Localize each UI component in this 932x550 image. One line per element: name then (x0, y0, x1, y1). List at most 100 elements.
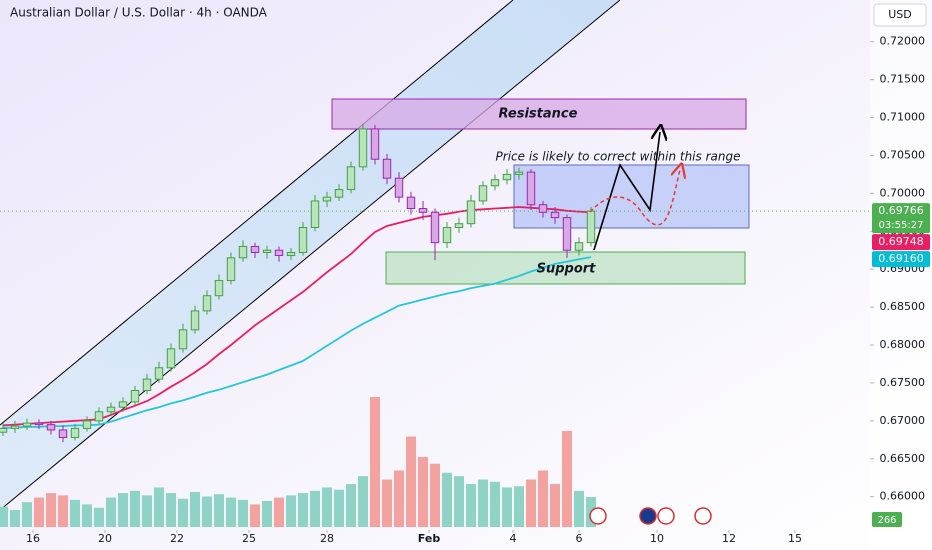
price-axis-area (870, 0, 932, 550)
candle-body (442, 226, 452, 244)
y-tick-label: 0.72000 (880, 35, 926, 48)
y-tick-label: 0.68500 (880, 300, 926, 313)
volume-bar (141, 495, 153, 527)
volume-bar (105, 497, 117, 527)
x-tick-label: 28 (320, 532, 334, 545)
volume-bar (165, 493, 177, 527)
drawings-front: Resistance Support Price is likely to co… (496, 107, 741, 525)
volume-tag (872, 512, 902, 527)
volume-bar (393, 470, 405, 527)
volume-bar (429, 463, 441, 527)
candle-body (514, 171, 524, 175)
event-flag (657, 507, 675, 525)
candle-body (142, 378, 152, 392)
volume-bar (561, 430, 573, 527)
volume-bar (357, 476, 369, 527)
volume-bar (117, 493, 129, 527)
x-tick-label: 15 (788, 532, 802, 545)
candle-body (382, 158, 392, 179)
candle-body (334, 189, 344, 198)
currency-label[interactable]: USD (888, 8, 912, 21)
currency-button[interactable] (873, 3, 927, 27)
candle-body (454, 223, 464, 228)
candle-body (286, 252, 296, 257)
volume-bar (9, 510, 21, 527)
candle-body (478, 185, 488, 202)
event-flag (694, 507, 712, 525)
volume-bar (69, 499, 81, 527)
range-note: Price is likely to correct within this r… (496, 150, 741, 164)
y-tick-label: 0.66000 (880, 490, 926, 503)
candle-body (466, 200, 476, 225)
x-tick-label: 6 (576, 532, 583, 545)
x-tick-label: Feb (418, 532, 441, 545)
axes: 0.720000.715000.710000.705000.700000.695… (26, 35, 930, 545)
event-flags (589, 507, 712, 525)
volume-bar (213, 494, 225, 527)
x-tick-label: 25 (242, 532, 256, 545)
x-tick-label: 20 (98, 532, 112, 545)
candle-body (322, 196, 332, 202)
correction-range (513, 164, 750, 229)
candle-body (346, 166, 356, 191)
y-tick-label: 0.70500 (880, 148, 926, 161)
volume-bar (345, 484, 357, 527)
candle-body (226, 257, 236, 282)
volume-bar (513, 486, 525, 527)
price-tag (872, 203, 930, 234)
channel-lower-line (0, 0, 621, 511)
volume-bar (369, 397, 381, 527)
volume-bar (45, 493, 57, 527)
y-tick-label: 0.70000 (880, 186, 926, 199)
volume-bar (189, 491, 201, 527)
volume-bar (0, 506, 9, 527)
candle-body (70, 427, 80, 439)
resistance-label: Resistance (499, 107, 578, 122)
candle-body (94, 411, 104, 422)
candle-body (22, 422, 32, 427)
volume-bar (525, 479, 537, 527)
volume-bar (477, 479, 489, 527)
candle-body (82, 420, 92, 429)
drawings-back (0, 0, 750, 511)
volume-bar (501, 487, 513, 527)
candle-body (130, 390, 140, 403)
event-flag (639, 507, 657, 525)
candle-body (202, 295, 212, 312)
candle-body (370, 128, 380, 160)
volume-bar (537, 470, 549, 527)
candle-body (562, 217, 572, 251)
volume-bar (381, 479, 393, 527)
candle-body (550, 211, 560, 219)
y-tick-label: 0.67500 (880, 376, 926, 389)
x-tick-label: 4 (510, 532, 517, 545)
volume-bar (549, 484, 561, 527)
channel-upper-line (0, 0, 514, 426)
y-tick-label: 0.67000 (880, 414, 926, 427)
candle-body (430, 211, 440, 244)
candle-body (166, 348, 176, 369)
volume-bar (237, 499, 249, 527)
price-tag (872, 234, 930, 251)
candle-body (106, 406, 116, 413)
candle-body (238, 245, 248, 259)
candle-body (538, 204, 548, 213)
volume-tag-label: 266 (877, 515, 896, 526)
x-tick-label: 12 (722, 532, 736, 545)
volume-bar (249, 504, 261, 527)
volume-bar (177, 498, 189, 527)
chart-title: Australian Dollar / U.S. Dollar · 4h · O… (10, 6, 268, 20)
volume-bar (453, 476, 465, 527)
y-tick-label: 0.66500 (880, 452, 926, 465)
price-tag-label: 0.69160 (878, 252, 924, 265)
candle-body (394, 177, 404, 198)
price-tag (872, 251, 930, 268)
candle-body (118, 401, 128, 408)
candle-body (406, 196, 416, 210)
volume-bar (33, 497, 45, 527)
price-tag-label: 0.69748 (878, 235, 924, 248)
y-tick-label: 0.68000 (880, 338, 926, 351)
candle-body (250, 245, 260, 254)
